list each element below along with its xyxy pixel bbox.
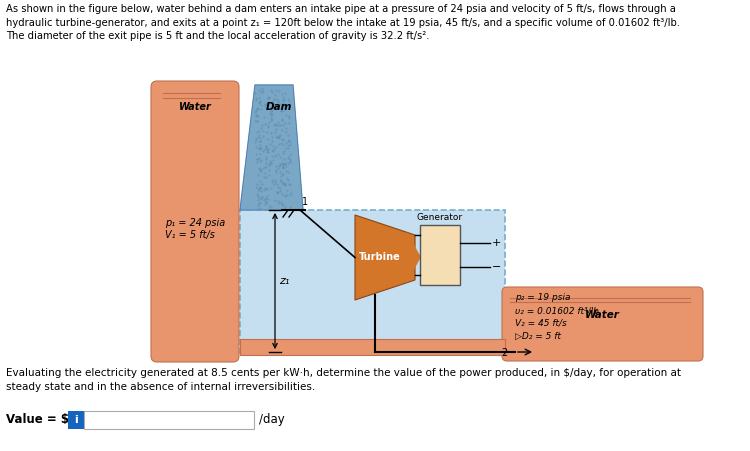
FancyBboxPatch shape [151,81,239,362]
Text: 1: 1 [302,197,308,207]
Text: z₁: z₁ [279,276,290,286]
Polygon shape [240,85,303,210]
Text: p₁ = 24 psia: p₁ = 24 psia [165,218,225,228]
Text: Value = $: Value = $ [6,414,69,427]
Text: p₂ = 19 psia: p₂ = 19 psia [515,293,571,302]
FancyBboxPatch shape [240,339,505,355]
Text: Generator: Generator [417,213,463,222]
Text: V₂ = 45 ft/s: V₂ = 45 ft/s [515,319,567,328]
Text: υ₂ = 0.01602 ft³/lb: υ₂ = 0.01602 ft³/lb [515,306,598,315]
Text: Turbine: Turbine [359,252,401,262]
FancyBboxPatch shape [420,225,460,285]
FancyBboxPatch shape [502,287,703,361]
Text: 2: 2 [502,348,508,358]
Polygon shape [407,233,420,282]
FancyBboxPatch shape [68,411,84,429]
Polygon shape [355,215,415,300]
Text: V₁ = 5 ft/s: V₁ = 5 ft/s [165,230,214,240]
Text: Water: Water [585,310,620,320]
Text: ▷D₂ = 5 ft: ▷D₂ = 5 ft [515,332,561,341]
Text: −: − [492,262,501,272]
Text: As shown in the figure below, water behind a dam enters an intake pipe at a pres: As shown in the figure below, water behi… [6,4,680,41]
Text: Dam: Dam [266,102,292,112]
Text: /day: /day [259,414,285,427]
FancyBboxPatch shape [240,210,505,355]
Text: +: + [492,238,501,248]
Text: i: i [74,415,78,425]
Text: Evaluating the electricity generated at 8.5 cents per kW·h, determine the value : Evaluating the electricity generated at … [6,368,681,391]
FancyBboxPatch shape [84,411,254,429]
Text: Water: Water [178,102,212,112]
